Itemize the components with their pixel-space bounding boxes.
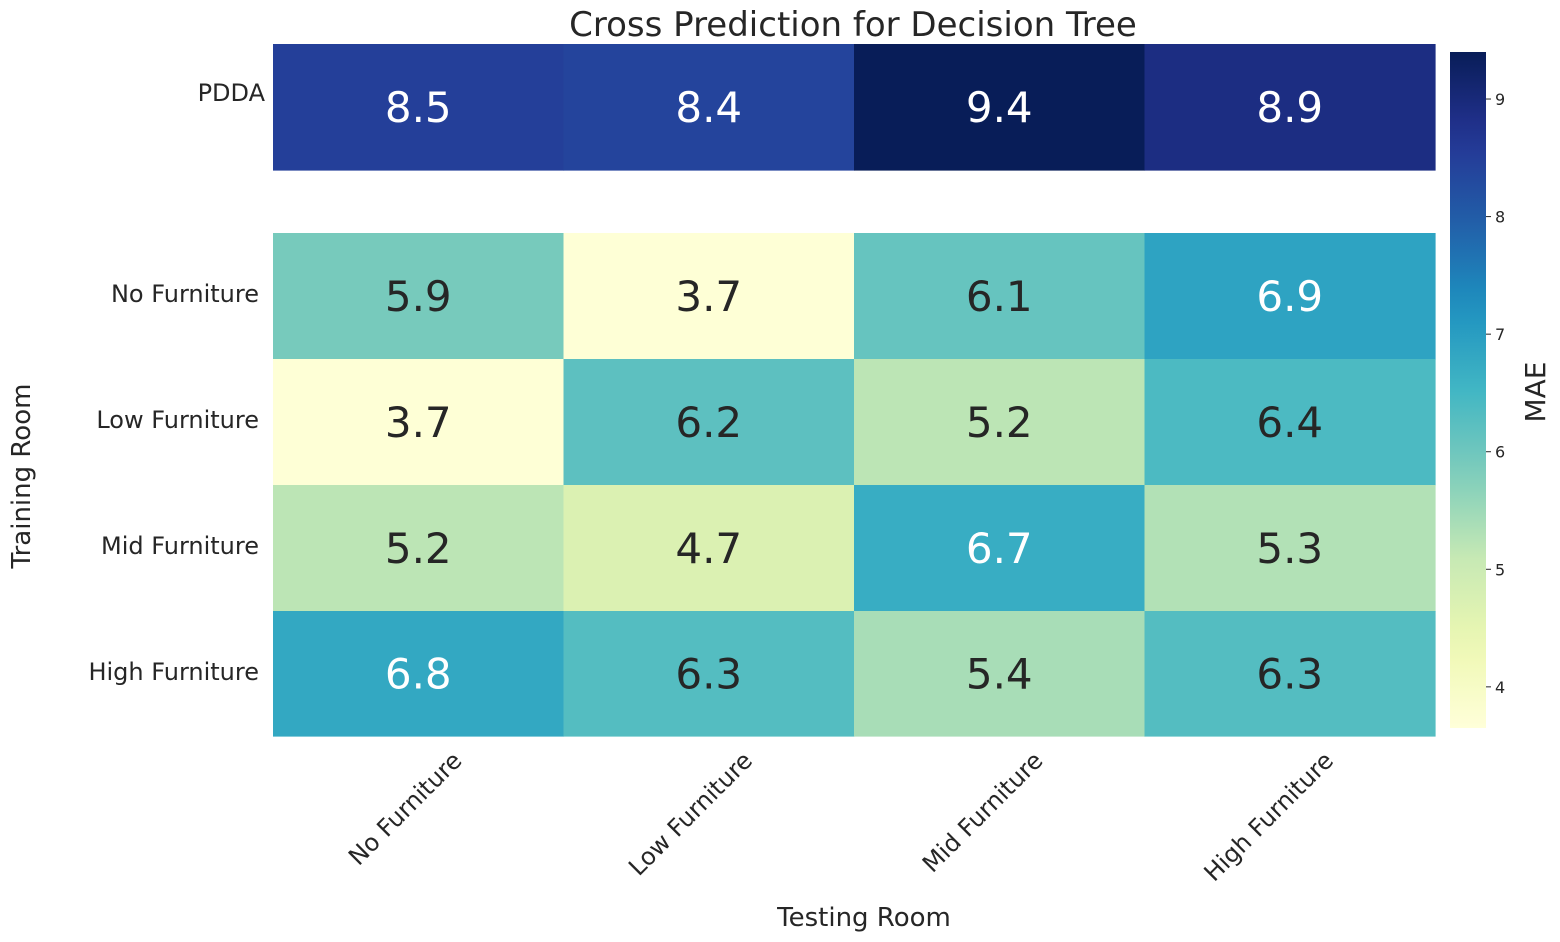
heatmap-cell bbox=[1144, 359, 1436, 486]
cell-value-label: 8.4 bbox=[675, 83, 742, 132]
y-axis-label: Training Room bbox=[7, 384, 37, 570]
x-tick-labels: No Furniture Low Furniture Mid Furniture Hi… bbox=[343, 746, 1339, 886]
colorbar-tick-label: 6 bbox=[1495, 443, 1505, 462]
y-tick-label: Mid Furniture bbox=[101, 532, 259, 560]
colorbar-gradient bbox=[1450, 52, 1486, 728]
heatmap-cell bbox=[854, 359, 1146, 486]
heatmap-cell bbox=[1144, 233, 1436, 360]
heatmap-cells bbox=[273, 44, 1436, 737]
cell-value-label: 9.4 bbox=[966, 83, 1033, 132]
cell-value-label: 8.5 bbox=[385, 83, 452, 132]
cell-value-label: 6.3 bbox=[675, 650, 742, 699]
colorbar-tick-label: 7 bbox=[1495, 325, 1505, 344]
heatmap-cell bbox=[273, 44, 565, 171]
heatmap-cell bbox=[273, 233, 565, 360]
heatmap-cell-labels: 8.5 8.4 9.4 8.9 5.9 3.7 6.1 6.9 3.7 6.2 5.2 6.4 5.2 4… bbox=[385, 83, 1323, 699]
heatmap-cell bbox=[854, 233, 1146, 360]
cell-value-label: 6.9 bbox=[1256, 272, 1323, 321]
x-tick-label: No Furniture bbox=[343, 746, 467, 870]
heatmap-cell bbox=[563, 44, 855, 171]
colorbar-tick-label: 4 bbox=[1495, 678, 1505, 697]
x-tick-label: Mid Furniture bbox=[917, 746, 1049, 878]
heatmap-cell bbox=[854, 611, 1146, 737]
heatmap-cell bbox=[273, 485, 565, 612]
cell-value-label: 3.7 bbox=[675, 272, 742, 321]
colorbar-tick-label: 9 bbox=[1495, 90, 1505, 109]
colorbar-tick-label: 5 bbox=[1495, 560, 1505, 579]
heatmap-cell bbox=[273, 611, 565, 737]
y-tick-label: High Furniture bbox=[88, 658, 259, 686]
colorbar: 4 5 6 7 8 9 MAE bbox=[1450, 52, 1552, 728]
heatmap-cell bbox=[563, 359, 855, 486]
cell-value-label: 5.2 bbox=[385, 524, 452, 573]
heatmap-cell bbox=[273, 359, 565, 486]
colorbar-tick-label: 8 bbox=[1495, 208, 1505, 227]
y-tick-label: Low Furniture bbox=[96, 406, 259, 434]
colorbar-label: MAE bbox=[1519, 361, 1552, 422]
y-tick-label: No Furniture bbox=[111, 280, 259, 308]
cell-value-label: 6.7 bbox=[966, 524, 1033, 573]
y-tick-labels: PDDA No Furniture Low Furniture Mid Furnitu… bbox=[88, 79, 265, 686]
cell-value-label: 5.2 bbox=[966, 398, 1033, 447]
heatmap-cell bbox=[1144, 44, 1436, 171]
heatmap-cell bbox=[1144, 611, 1436, 737]
heatmap-cell bbox=[854, 44, 1146, 171]
heatmap-cell bbox=[854, 485, 1146, 612]
cell-value-label: 3.7 bbox=[385, 398, 452, 447]
y-tick-label: PDDA bbox=[198, 79, 266, 107]
heatmap-cell bbox=[563, 611, 855, 737]
cell-value-label: 5.9 bbox=[385, 272, 452, 321]
cell-value-label: 6.2 bbox=[675, 398, 742, 447]
cell-value-label: 6.3 bbox=[1256, 650, 1323, 699]
x-axis-label: Testing Room bbox=[776, 903, 951, 933]
cell-value-label: 6.4 bbox=[1256, 398, 1323, 447]
heatmap-cell bbox=[1144, 485, 1436, 612]
x-tick-label: High Furniture bbox=[1199, 746, 1339, 886]
cell-value-label: 6.8 bbox=[385, 650, 452, 699]
heatmap-cell bbox=[563, 233, 855, 360]
cell-value-label: 4.7 bbox=[675, 524, 742, 573]
cell-value-label: 8.9 bbox=[1256, 83, 1323, 132]
cell-value-label: 5.3 bbox=[1256, 524, 1323, 573]
cell-value-label: 6.1 bbox=[966, 272, 1033, 321]
cell-value-label: 5.4 bbox=[966, 650, 1033, 699]
chart-title: Cross Prediction for Decision Tree bbox=[569, 5, 1137, 45]
x-tick-label: Low Furniture bbox=[623, 746, 758, 881]
heatmap-cell bbox=[563, 485, 855, 612]
